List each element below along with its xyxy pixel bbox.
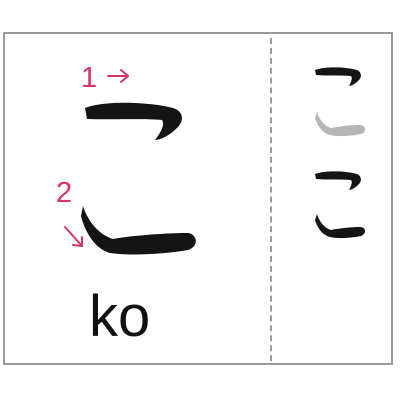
progress-step-1 <box>315 67 366 137</box>
progress-step-2-stroke-2 <box>315 214 366 239</box>
stroke-1 <box>85 102 182 140</box>
progress-step-1-stroke-2 <box>315 112 366 137</box>
main-character-diagram <box>64 69 196 255</box>
romaji-label: ko <box>89 284 151 349</box>
progress-step-1-stroke-1 <box>315 67 361 86</box>
stroke-progress-strip <box>315 67 366 239</box>
progress-step-2 <box>315 171 366 239</box>
stroke-number-2: 2 <box>56 177 73 209</box>
stroke-number-1: 1 <box>81 62 98 94</box>
stroke-order-card: 1 2 ko <box>3 32 393 365</box>
dashed-divider <box>270 38 272 361</box>
progress-step-2-stroke-1 <box>315 171 361 190</box>
arrow-right-icon <box>107 69 129 83</box>
arrow-down-right-icon <box>64 226 83 247</box>
stroke-2 <box>81 206 196 255</box>
